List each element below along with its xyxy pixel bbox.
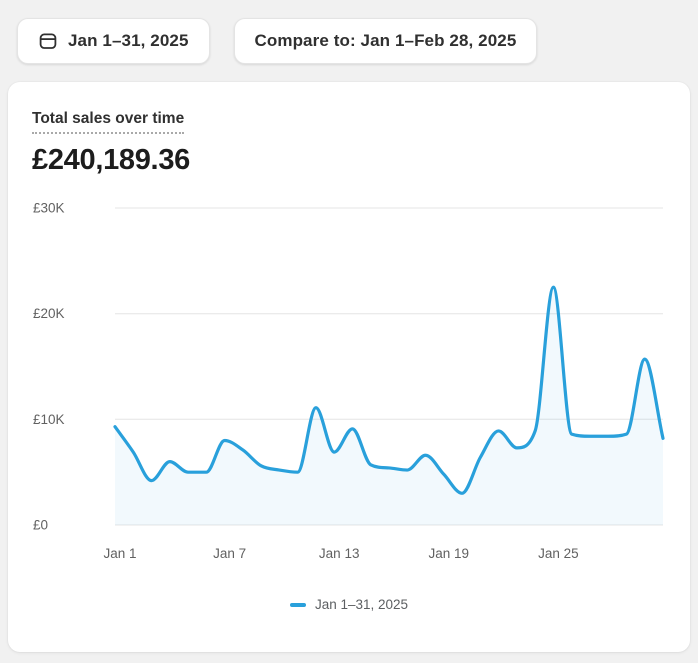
svg-text:Jan 19: Jan 19	[429, 546, 470, 561]
date-range-label: Jan 1–31, 2025	[68, 31, 189, 50]
svg-text:Jan 1: Jan 1	[103, 546, 136, 561]
date-controls-toolbar: Jan 1–31, 2025 Compare to: Jan 1–Feb 28,…	[0, 0, 698, 64]
chart-legend: Jan 1–31, 2025	[8, 597, 690, 612]
legend-label: Jan 1–31, 2025	[314, 597, 409, 612]
svg-text:Jan 13: Jan 13	[319, 546, 360, 561]
svg-text:£0: £0	[33, 518, 48, 533]
total-sales-value: £240,189.36	[32, 144, 190, 176]
y-axis-labels: £0 £10K £20K £30K	[33, 201, 65, 533]
total-sales-card: Total sales over time £240,189.36 £0 £10K…	[8, 82, 690, 652]
svg-text:£20K: £20K	[33, 306, 65, 321]
calendar-icon	[38, 31, 58, 51]
gridlines	[115, 207, 663, 526]
svg-text:£30K: £30K	[33, 201, 65, 216]
sales-line[interactable]	[113, 285, 665, 495]
compare-to-button[interactable]: Compare to: Jan 1–Feb 28, 2025	[233, 18, 538, 64]
legend-line-marker	[289, 602, 306, 607]
svg-text:Jan 7: Jan 7	[213, 546, 246, 561]
svg-text:Jan 25: Jan 25	[538, 546, 579, 561]
date-range-button[interactable]: Jan 1–31, 2025	[17, 18, 210, 64]
svg-text:£10K: £10K	[33, 412, 65, 427]
sales-area-fill	[115, 287, 663, 525]
card-title[interactable]: Total sales over time	[32, 110, 185, 134]
x-axis-labels: Jan 1 Jan 7 Jan 13 Jan 19 Jan 25	[103, 546, 578, 561]
compare-to-label: Compare to: Jan 1–Feb 28, 2025	[254, 31, 517, 50]
